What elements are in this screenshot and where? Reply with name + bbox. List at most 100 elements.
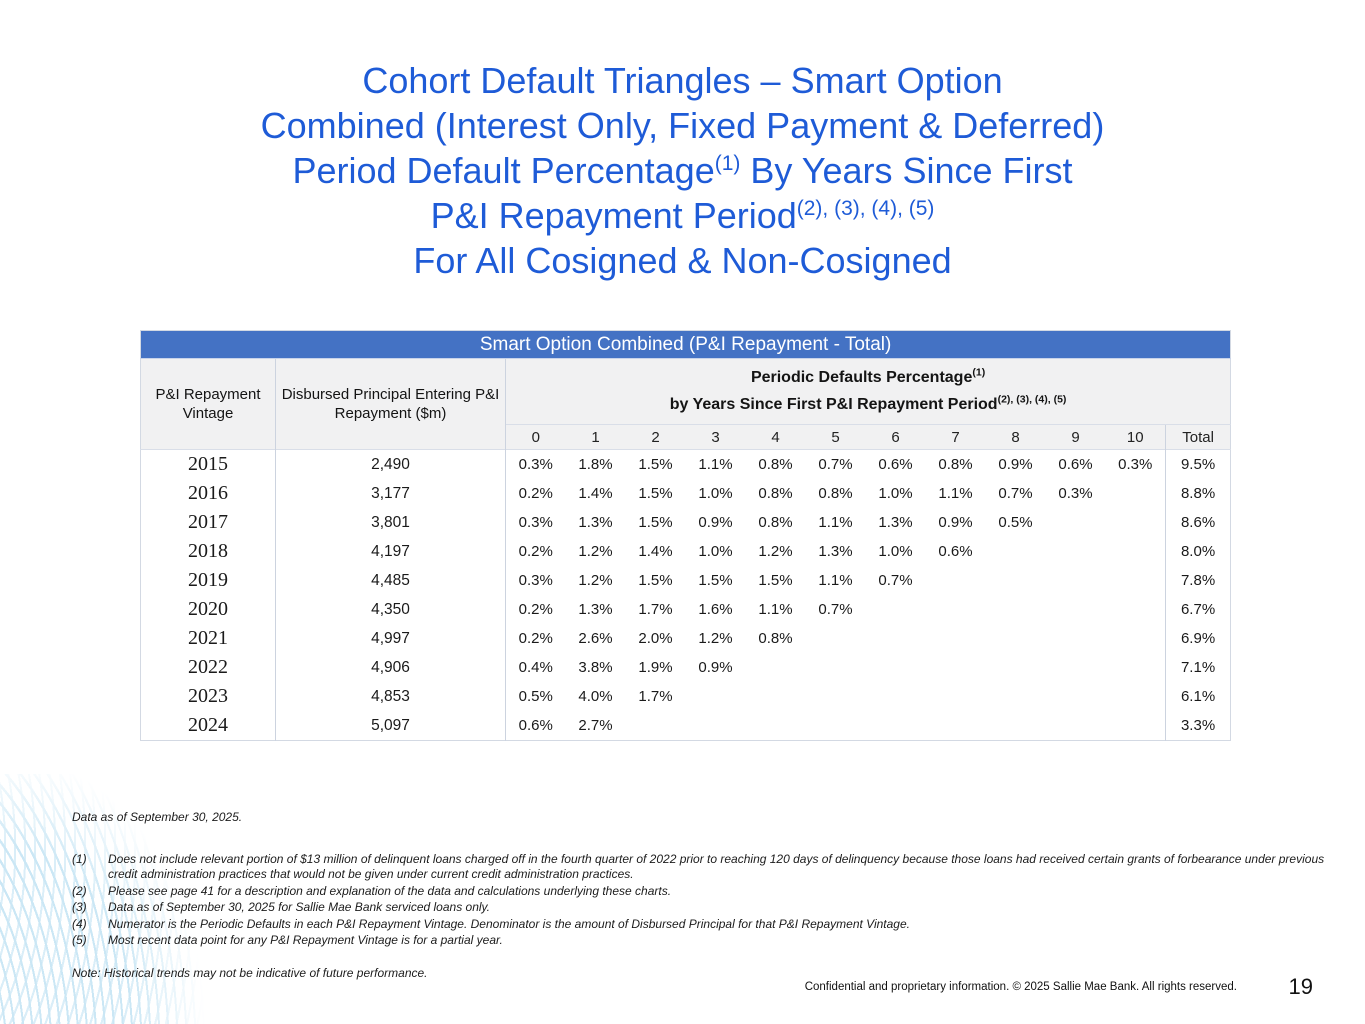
value-cell-year-6 <box>865 624 926 653</box>
footnote-number: (5) <box>72 933 87 947</box>
total-cell: 7.8% <box>1164 566 1231 595</box>
value-cell-year-4 <box>745 711 806 741</box>
value-cell-year-7 <box>925 653 986 682</box>
vintage-cell: 2020 <box>140 595 276 624</box>
col-header-year-9: 9 <box>1045 424 1106 450</box>
value-cell-year-2: 1.7% <box>625 682 686 711</box>
value-cell-year-1: 2.6% <box>565 624 626 653</box>
value-cell-year-4: 1.2% <box>745 537 806 566</box>
value-cell-year-4: 0.8% <box>745 508 806 537</box>
footnote-4: (4) Numerator is the Periodic Defaults i… <box>72 917 1330 933</box>
value-cell-year-9 <box>1045 624 1106 653</box>
col-header-year-4: 4 <box>745 424 806 450</box>
value-cell-year-0: 0.4% <box>505 653 566 682</box>
principal-cell: 4,906 <box>275 653 506 682</box>
footnote-text: Data as of September 30, 2025 for Sallie… <box>108 900 490 914</box>
value-cell-year-3 <box>685 682 746 711</box>
col-header-year-3: 3 <box>685 424 746 450</box>
defaults-table: Smart Option Combined (P&I Repayment - T… <box>140 330 1232 741</box>
value-cell-year-7: 0.8% <box>925 449 986 479</box>
value-cell-year-3: 1.1% <box>685 449 746 479</box>
value-cell-year-10 <box>1105 682 1166 711</box>
principal-cell: 3,801 <box>275 508 506 537</box>
footnote-1: (1) Does not include relevant portion of… <box>72 852 1330 883</box>
table-row-2018: 2018 4,197 0.2% 1.2% 1.4% 1.0% 1.2% 1.3% 1.0% 0.6… <box>140 537 1231 566</box>
footnote-text: Please see page 41 for a description and… <box>108 883 672 898</box>
value-cell-year-6 <box>865 595 926 624</box>
value-cell-year-7: 0.6% <box>925 537 986 566</box>
principal-cell: 4,197 <box>275 537 506 566</box>
value-cell-year-0: 0.2% <box>505 595 566 624</box>
value-cell-year-2: 1.5% <box>625 508 686 537</box>
value-cell-year-4: 0.8% <box>745 624 806 653</box>
col-header-total: Total <box>1164 424 1231 450</box>
value-cell-year-7 <box>925 566 986 595</box>
value-cell-year-5: 0.8% <box>805 479 866 508</box>
table-title-banner: Smart Option Combined (P&I Repayment - T… <box>140 330 1231 359</box>
title-line-3: Period Default Percentage(1) By Years Si… <box>292 150 1073 191</box>
vintage-cell: 2018 <box>140 537 276 566</box>
value-cell-year-2: 1.7% <box>625 595 686 624</box>
value-cell-year-1: 1.3% <box>565 595 626 624</box>
table-body: 2015 2,490 0.3% 1.8% 1.5% 1.1% 0.8% 0.7% 0.6% 0.8… <box>140 449 1231 741</box>
vintage-cell: 2016 <box>140 479 276 508</box>
year-header-row: 0 1 2 3 4 5 6 7 8 9 10 Total <box>141 424 1231 450</box>
table-row-2023: 2023 4,853 0.5% 4.0% 1.7% 6.1% <box>140 682 1231 711</box>
value-cell-year-2: 1.9% <box>625 653 686 682</box>
cohort-table-container: Smart Option Combined (P&I Repayment - T… <box>140 330 1232 741</box>
value-cell-year-5 <box>805 711 866 741</box>
title-line-4: P&I Repayment Period(2), (3), (4), (5) <box>430 195 935 236</box>
value-cell-year-0: 0.2% <box>505 537 566 566</box>
value-cell-year-6: 1.3% <box>865 508 926 537</box>
value-cell-year-8 <box>985 653 1046 682</box>
value-cell-year-3: 1.0% <box>685 479 746 508</box>
value-cell-year-0: 0.5% <box>505 682 566 711</box>
value-cell-year-5: 1.3% <box>805 537 866 566</box>
value-cell-year-4 <box>745 653 806 682</box>
principal-cell: 3,177 <box>275 479 506 508</box>
value-cell-year-5: 1.1% <box>805 508 866 537</box>
footnote-text: Most recent data point for any P&I Repay… <box>108 933 503 947</box>
table-row-2021: 2021 4,997 0.2% 2.6% 2.0% 1.2% 0.8% 6.9% <box>140 624 1231 653</box>
periodic-header-line-2: by Years Since First P&I Repayment Perio… <box>669 393 1067 414</box>
value-cell-year-3: 1.2% <box>685 624 746 653</box>
decorative-waves-pattern <box>0 774 205 1024</box>
value-cell-year-5: 1.1% <box>805 566 866 595</box>
vintage-cell: 2024 <box>140 711 276 741</box>
value-cell-year-7 <box>925 711 986 741</box>
footnote-ref-1: (1) <box>714 152 741 175</box>
value-cell-year-8: 0.9% <box>985 449 1046 479</box>
col-header-principal: Disbursed Principal Entering P&I Repayme… <box>275 358 506 450</box>
total-cell: 8.6% <box>1164 508 1231 537</box>
value-cell-year-8 <box>985 537 1046 566</box>
table-row-2024: 2024 5,097 0.6% 2.7% 3.3% <box>140 711 1231 741</box>
value-cell-year-9 <box>1045 711 1106 741</box>
table-row-2015: 2015 2,490 0.3% 1.8% 1.5% 1.1% 0.8% 0.7% 0.6% 0.8… <box>140 449 1231 479</box>
total-cell: 6.7% <box>1164 595 1231 624</box>
table-row-2017: 2017 3,801 0.3% 1.3% 1.5% 0.9% 0.8% 1.1% 1.3% 0.9… <box>140 508 1231 537</box>
principal-cell: 4,853 <box>275 682 506 711</box>
footnote-text: Does not include relevant portion of $13… <box>108 851 1325 882</box>
value-cell-year-3: 1.0% <box>685 537 746 566</box>
footnote-text: Numerator is the Periodic Defaults in ea… <box>108 916 910 931</box>
total-cell: 8.0% <box>1164 537 1231 566</box>
value-cell-year-1: 1.2% <box>565 566 626 595</box>
value-cell-year-2: 2.0% <box>625 624 686 653</box>
col-header-year-7: 7 <box>925 424 986 450</box>
value-cell-year-3: 1.6% <box>685 595 746 624</box>
col-header-year-0: 0 <box>505 424 566 450</box>
col-header-year-10: 10 <box>1105 424 1166 450</box>
value-cell-year-6: 0.7% <box>865 566 926 595</box>
total-cell: 8.8% <box>1164 479 1231 508</box>
vintage-cell: 2019 <box>140 566 276 595</box>
value-cell-year-7: 0.9% <box>925 508 986 537</box>
title-line-2: Combined (Interest Only, Fixed Payment &… <box>260 105 1105 146</box>
value-cell-year-2 <box>625 711 686 741</box>
col-header-year-2: 2 <box>625 424 686 450</box>
value-cell-year-10 <box>1105 537 1166 566</box>
value-cell-year-8 <box>985 682 1046 711</box>
col-header-vintage: P&I Repayment Vintage <box>140 358 276 450</box>
value-cell-year-10 <box>1105 566 1166 595</box>
principal-cell: 4,485 <box>275 566 506 595</box>
value-cell-year-2: 1.4% <box>625 537 686 566</box>
